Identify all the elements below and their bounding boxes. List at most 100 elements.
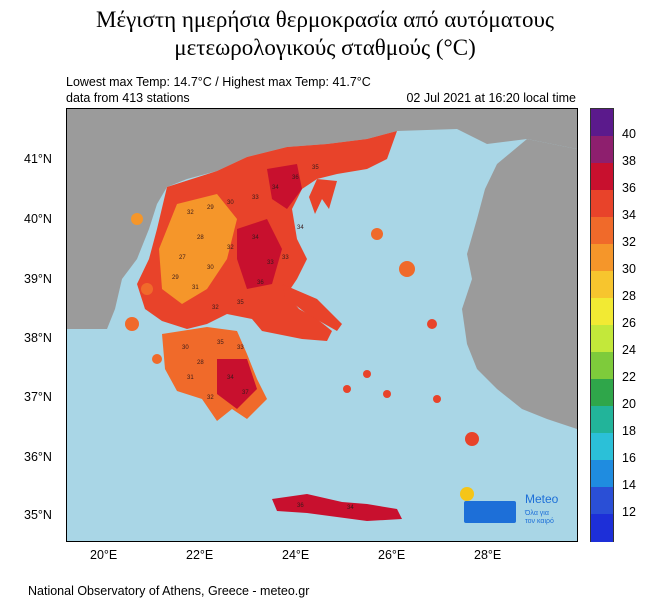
station-value: 30 [182,345,189,351]
colorbar-label: 38 [622,154,636,168]
colorbar-segment [591,514,613,542]
station-value: 34 [297,225,304,231]
station-value: 30 [227,200,234,206]
station-value: 31 [187,375,194,381]
map-title-line-2: μετεωρολογικούς σταθμούς (°C) [174,35,476,60]
island-dodecanese [433,395,441,403]
datetime-text: 02 Jul 2021 at 16:20 local time [406,91,576,105]
colorbar-segment [591,244,613,272]
colorbar-segment [591,379,613,407]
colorbar-label: 14 [622,478,636,492]
station-value: 37 [242,390,249,396]
colorbar-label: 36 [622,181,636,195]
station-value: 34 [272,185,279,191]
colorbar-segment [591,163,613,191]
logo-tagline-1: Όλα για [524,510,549,517]
temperature-map: 32 29 30 33 34 36 35 28 27 30 32 34 33 31 29 32 35 36 33 34… [66,108,578,542]
logo-tagline-2: τον καιρό [525,517,554,525]
colorbar-label: 24 [622,343,636,357]
colorbar-segment [591,325,613,353]
colorbar-segment [591,433,613,461]
station-value: 35 [312,165,319,171]
colorbar-label: 34 [622,208,636,222]
halkidiki [309,179,337,214]
station-value: 28 [197,360,204,366]
station-value: 32 [227,245,234,251]
colorbar-label: 26 [622,316,636,330]
station-value: 33 [282,255,289,261]
station-value: 36 [292,175,299,181]
neighbour-land-north [67,109,577,329]
island-rhodes [465,432,479,446]
lat-label-39: 39°N [24,272,52,286]
colorbar-segment [591,109,613,137]
station-value: 29 [207,205,214,211]
station-value: 29 [172,275,179,281]
lat-label-41: 41°N [24,152,52,166]
colorbar-segment [591,460,613,488]
station-value: 34 [227,375,234,381]
station-value: 36 [257,280,264,286]
station-value: 32 [212,305,219,311]
colorbar-label: 12 [622,505,636,519]
colorbar-segment [591,298,613,326]
lon-label-26: 26°E [378,548,406,562]
warm-zone-west [159,194,237,304]
colorbar-segment [591,487,613,515]
map-title-line-1: Μέγιστη ημερήσια θερμοκρασία από αυτόματ… [96,7,554,32]
station-value: 35 [237,300,244,306]
evia [282,284,342,331]
colorbar-label: 32 [622,235,636,249]
lat-label-40: 40°N [24,212,52,226]
station-count-text: data from 413 stations [66,91,190,105]
island-corfu [131,213,143,225]
footer-credit: National Observatory of Athens, Greece -… [28,584,310,598]
lat-label-38: 38°N [24,331,52,345]
colorbar-segment [591,190,613,218]
colorbar-segment [591,406,613,434]
island-kefalonia [125,317,139,331]
colorbar-segment [591,271,613,299]
lon-label-28: 28°E [474,548,502,562]
station-value: 33 [267,260,274,266]
sun-icon [460,487,474,501]
station-value: 35 [217,340,224,346]
very-hot-zone-north [267,164,302,209]
island-lefkada [141,283,153,295]
neighbour-land-east [462,139,577,429]
map-canvas: 32 29 30 33 34 36 35 28 27 30 32 34 33 31 29 32 35 36 33 34… [67,109,577,541]
very-hot-zone-south [217,359,257,409]
lat-label-37: 37°N [24,390,52,404]
station-value: 36 [297,503,304,509]
island-cyclades-2 [383,390,391,398]
island-samos [427,319,437,329]
colorbar-label: 40 [622,127,636,141]
logo-name: Meteo [525,492,559,506]
station-value: 31 [192,285,199,291]
island-zakynthos [152,354,162,364]
crete [272,494,402,521]
colorbar-label: 28 [622,289,636,303]
colorbar-segment [591,136,613,164]
station-value: 33 [252,195,259,201]
station-values-layer: 32 29 30 33 34 36 35 28 27 30 32 34 33 31 29 32 35 36 33 34… [172,165,354,511]
station-value: 34 [347,505,354,511]
lon-label-20: 20°E [90,548,118,562]
station-value: 33 [237,345,244,351]
island-lesvos [399,261,415,277]
station-value: 28 [197,235,204,241]
very-hot-zone-central [237,219,282,289]
colorbar-label: 22 [622,370,636,384]
island-limnos [371,228,383,240]
colorbar-label: 18 [622,424,636,438]
station-value: 34 [252,235,259,241]
colorbar-label: 20 [622,397,636,411]
station-value: 32 [187,210,194,216]
station-value: 30 [207,265,214,271]
colorbar-segment [591,352,613,380]
lon-label-22: 22°E [186,548,214,562]
lat-label-36: 36°N [24,450,52,464]
temperature-colorbar [590,108,614,542]
station-value: 27 [179,255,186,261]
colorbar-label: 16 [622,451,636,465]
